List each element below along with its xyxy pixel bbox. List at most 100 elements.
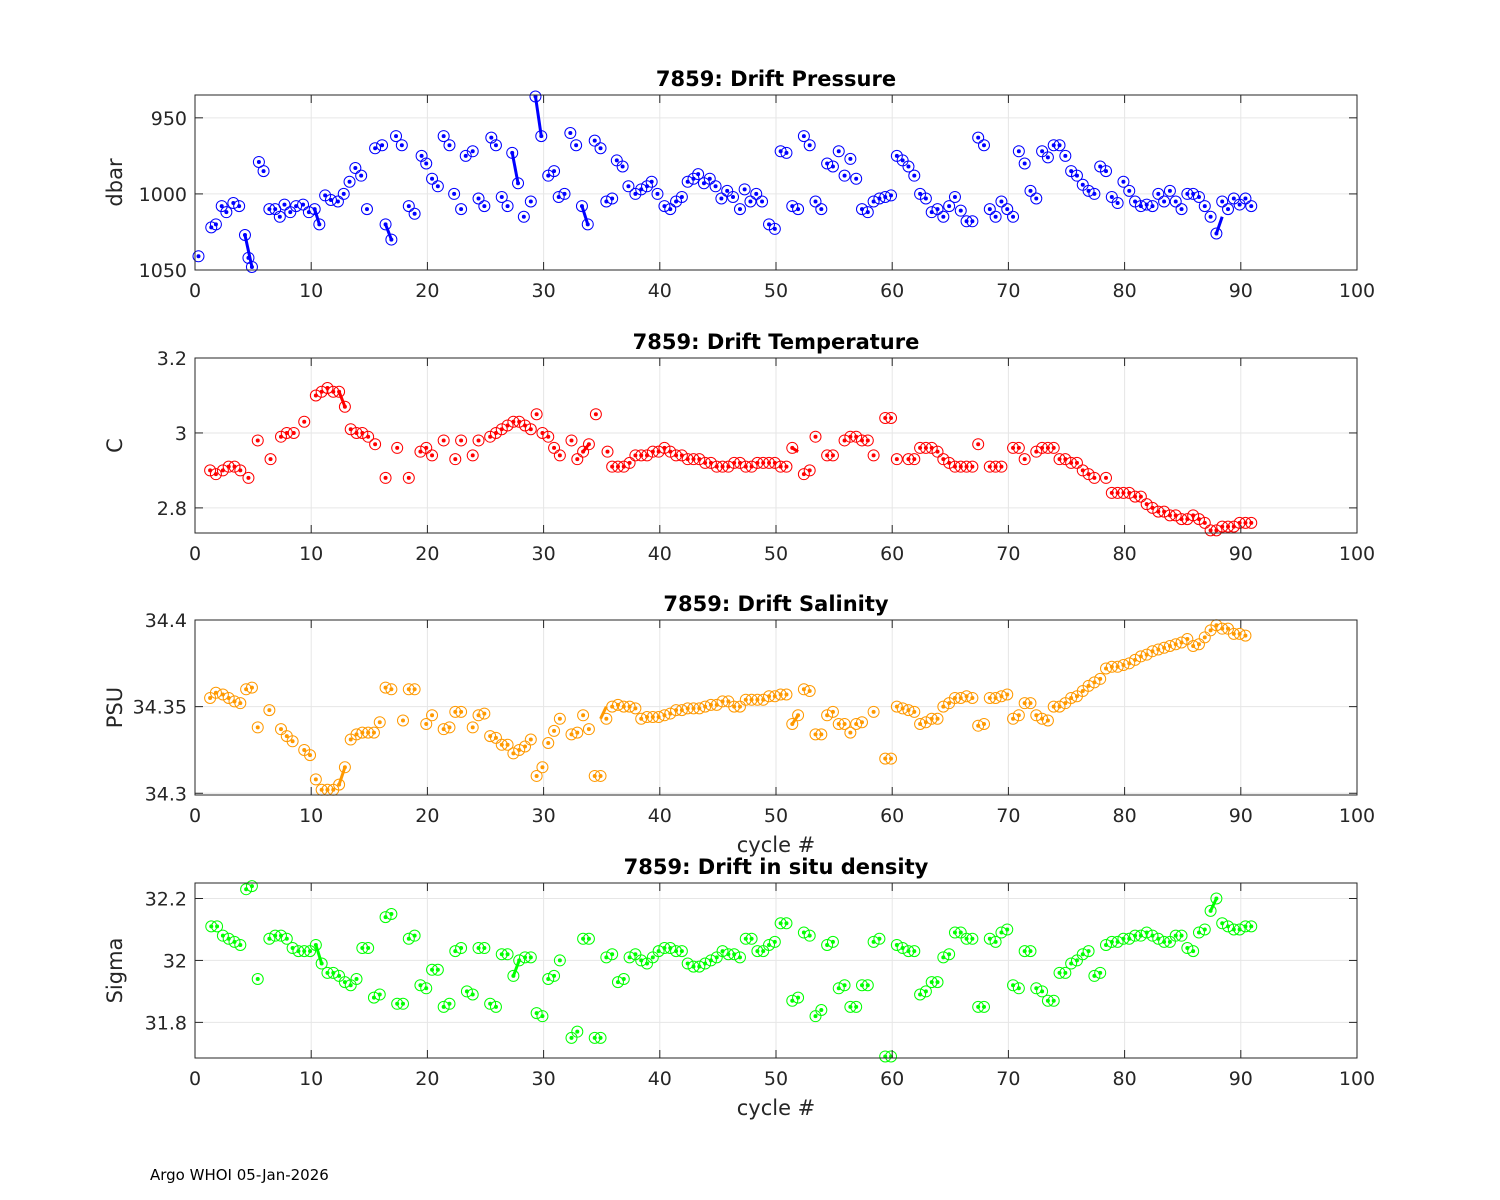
data-point-marker <box>826 449 839 462</box>
data-point-marker <box>517 210 530 223</box>
data-point-marker <box>379 911 392 924</box>
data-point-dot <box>1045 718 1050 723</box>
data-point-dot <box>760 199 765 204</box>
data-point-marker <box>420 157 433 170</box>
data-point-dot <box>562 191 567 196</box>
data-point-dot <box>807 468 812 473</box>
data-point-dot <box>796 207 801 212</box>
data-point-marker <box>1018 453 1031 466</box>
data-point-marker <box>1065 957 1078 970</box>
data-point-dot <box>470 149 475 154</box>
data-point-dot <box>511 973 516 978</box>
x-tick-label: 60 <box>880 805 904 827</box>
data-point-marker <box>565 434 578 447</box>
data-point-marker <box>426 172 439 185</box>
data-point-marker <box>1053 139 1066 152</box>
data-point-marker <box>513 954 526 967</box>
data-point-marker <box>664 445 677 458</box>
data-point-dot <box>947 204 952 209</box>
data-point-dot <box>830 709 835 714</box>
data-point-marker <box>324 194 337 206</box>
data-point-dot <box>1208 908 1213 913</box>
data-point-dot <box>749 936 754 941</box>
data-point-marker <box>757 693 770 706</box>
data-point-marker <box>402 200 415 213</box>
data-point-marker <box>414 979 427 992</box>
data-point-marker <box>756 195 769 208</box>
data-point-dot <box>993 214 998 219</box>
x-tick-label: 100 <box>1339 280 1375 302</box>
x-tick-label: 20 <box>415 543 439 565</box>
data-point-marker <box>209 468 222 481</box>
data-point-dot <box>981 143 986 148</box>
data-point-dot <box>754 191 759 196</box>
data-point-marker <box>641 180 654 193</box>
data-point-marker <box>443 139 456 152</box>
data-point-marker <box>792 203 805 216</box>
data-point-marker <box>972 438 985 451</box>
data-point-marker <box>1204 210 1217 223</box>
data-point-marker <box>908 453 921 466</box>
data-point-dot <box>238 942 243 947</box>
data-point-marker <box>408 207 421 220</box>
data-point-dot <box>1202 927 1207 932</box>
data-point-marker <box>925 206 938 219</box>
data-point-marker <box>704 954 717 967</box>
data-point-dot <box>627 460 632 465</box>
data-point-dot <box>337 973 342 978</box>
data-point-dot <box>889 415 894 420</box>
data-point-marker <box>466 988 479 1001</box>
data-point-dot <box>278 727 283 732</box>
data-point-marker <box>645 175 658 188</box>
data-point-dot <box>1156 191 1161 196</box>
data-point-marker <box>792 991 805 1004</box>
data-point-marker <box>617 973 630 986</box>
data-point-marker <box>308 203 321 216</box>
data-point-dot <box>604 716 609 721</box>
data-point-marker <box>658 441 671 454</box>
data-point-marker <box>385 233 398 246</box>
data-point-marker <box>710 698 723 711</box>
data-point-dot <box>528 955 533 960</box>
data-point-marker <box>333 385 346 398</box>
data-point-marker <box>379 218 392 231</box>
data-point-dot <box>1022 457 1027 462</box>
data-point-marker <box>395 139 408 152</box>
data-point-dot <box>848 156 853 161</box>
data-point-marker <box>809 195 822 208</box>
data-point-marker <box>709 180 722 193</box>
data-point-dot <box>796 713 801 718</box>
data-point-marker <box>209 218 222 231</box>
data-point-marker <box>1192 513 1205 526</box>
data-point-marker <box>855 716 868 729</box>
data-point-marker <box>443 721 456 734</box>
data-point-marker <box>437 130 450 143</box>
data-point-marker <box>376 139 389 152</box>
data-point-dot <box>731 194 736 199</box>
data-point-dot <box>981 1004 986 1009</box>
data-point-marker <box>635 183 648 196</box>
data-point-dot <box>313 942 318 947</box>
data-point-dot <box>696 172 701 177</box>
data-point-marker <box>211 920 224 933</box>
data-point-dot <box>1028 188 1033 193</box>
x-tick-label: 10 <box>299 543 323 565</box>
data-point-marker <box>867 935 880 948</box>
data-point-marker <box>192 250 205 263</box>
data-point-marker <box>582 438 595 451</box>
data-point-marker <box>803 139 816 152</box>
data-point-marker <box>1012 982 1025 995</box>
data-point-marker <box>286 735 299 748</box>
x-tick-label: 60 <box>880 543 904 565</box>
data-point-dot <box>342 765 347 770</box>
data-point-dot <box>516 181 521 186</box>
x-tick-label: 0 <box>189 543 201 565</box>
data-point-marker <box>552 190 565 203</box>
data-point-dot <box>889 756 894 761</box>
data-point-marker <box>437 434 450 447</box>
chart-title: 7859: Drift Pressure <box>656 67 896 91</box>
data-point-marker <box>524 733 537 746</box>
data-points <box>204 619 1252 796</box>
data-point-marker <box>460 985 473 998</box>
data-point-marker <box>850 430 863 443</box>
